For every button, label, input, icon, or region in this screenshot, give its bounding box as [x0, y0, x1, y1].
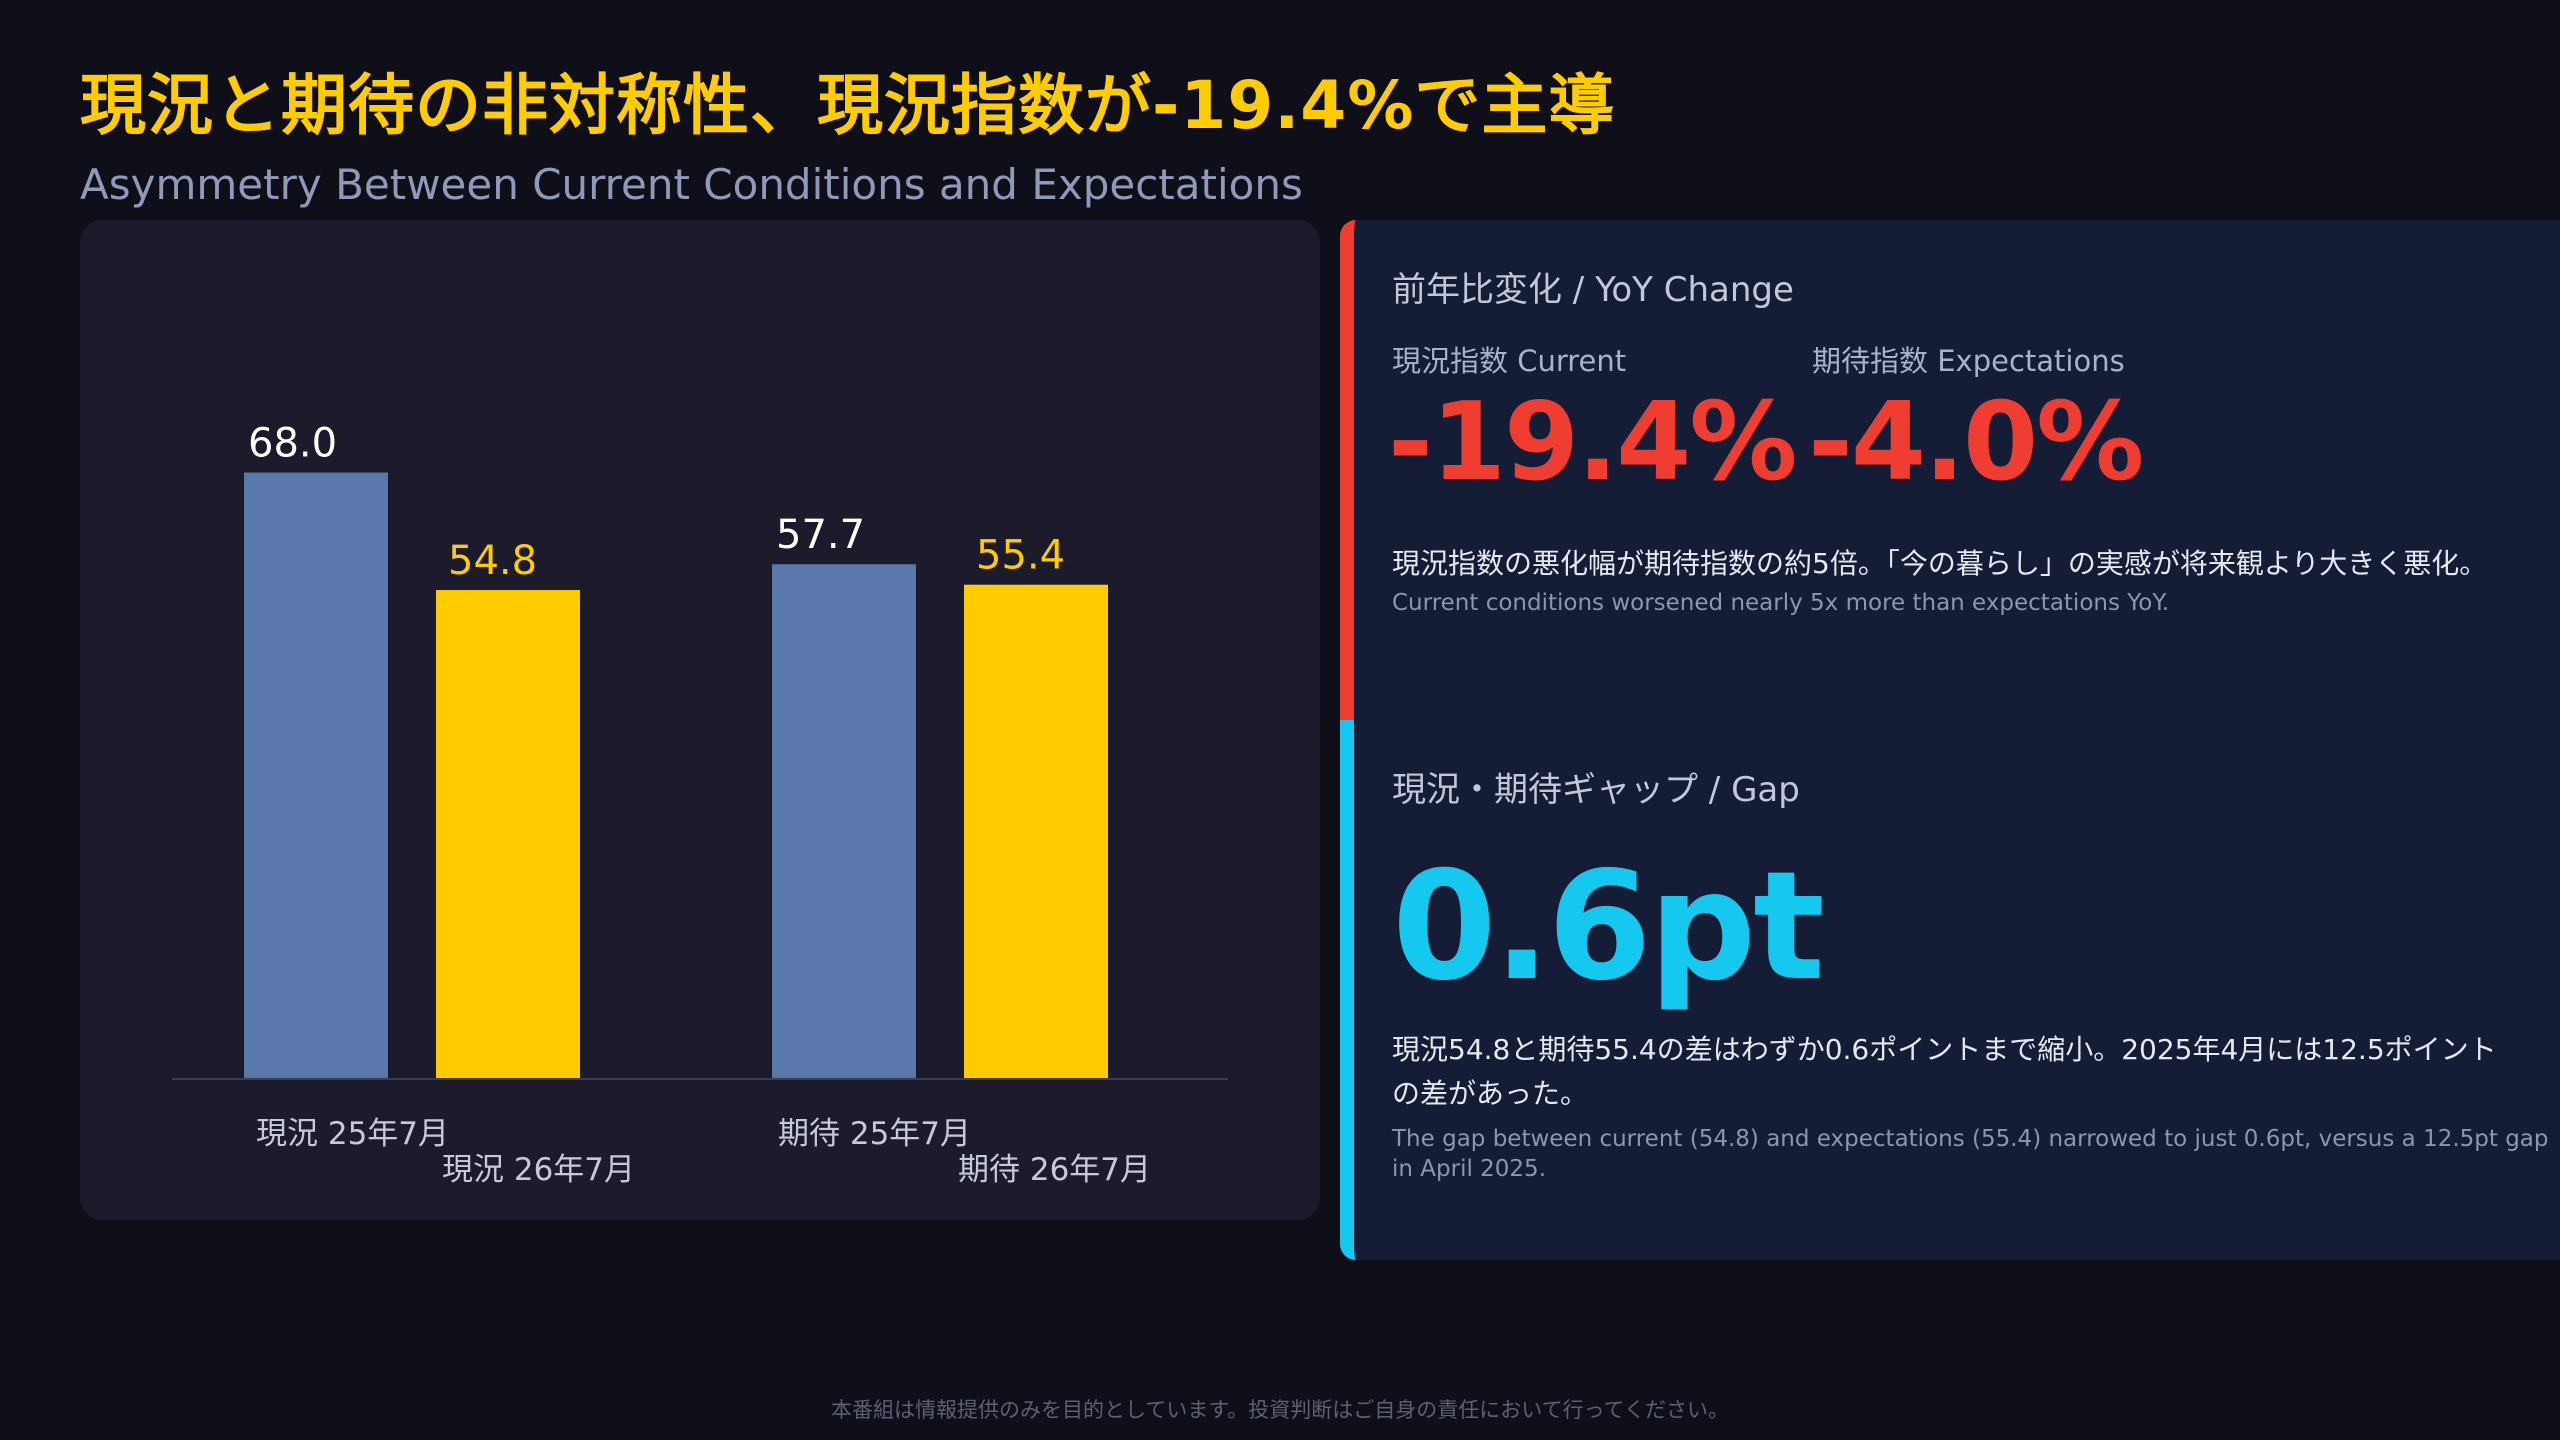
- expectations-yoy-value: -4.0%: [1808, 380, 2144, 505]
- current-yoy-value: -19.4%: [1388, 380, 1798, 505]
- bar-2: [772, 564, 916, 1078]
- bar-value-label-3: 55.4: [976, 533, 1065, 579]
- current-index-label: 現況指数 Current: [1392, 344, 1627, 378]
- bar-0: [244, 472, 388, 1078]
- page-subtitle: Asymmetry Between Current Conditions and…: [80, 160, 1303, 209]
- page-title: 現況と期待の非対称性、現況指数が-19.4%で主導: [80, 67, 1616, 144]
- x-tick-label-3: 期待 26年7月: [958, 1152, 1152, 1188]
- bar-3: [964, 584, 1108, 1078]
- x-tick-label-0: 現況 25年7月: [256, 1116, 450, 1152]
- yoy-change-card: 前年比変化 / YoY Change 現況指数 Current 期待指数 Exp…: [1340, 220, 2560, 720]
- gap-card: 現況・期待ギャップ / Gap 0.6pt 現況54.8と期待55.4の差はわず…: [1340, 720, 2560, 1260]
- bar-value-label-2: 57.7: [776, 512, 865, 558]
- yoy-description-jp: 現況指数の悪化幅が期待指数の約5倍。「今の暮らし」の実感が将来観より大きく悪化。: [1392, 547, 2488, 580]
- x-tick-label-2: 期待 25年7月: [778, 1116, 972, 1152]
- bar-value-label-0: 68.0: [248, 421, 337, 467]
- yoy-description-en: Current conditions worsened nearly 5x mo…: [1392, 590, 2170, 616]
- chart-panel: 68.0 54.8 57.7 55.4 現況 25年7月 現況 26年7月 期待 25…: [80, 220, 1320, 1220]
- gap-description-en-line1: The gap between current (54.8) and expec…: [1392, 1126, 2549, 1152]
- gap-description-en-line2: in April 2025.: [1392, 1156, 1547, 1182]
- expectations-index-label: 期待指数 Expectations: [1812, 344, 2125, 378]
- bar-1: [436, 590, 580, 1078]
- gap-value: 0.6pt: [1392, 840, 1825, 1014]
- yoy-card-heading: 前年比変化 / YoY Change: [1392, 270, 1794, 310]
- x-tick-label-1: 現況 26年7月: [442, 1152, 636, 1188]
- bar-value-label-1: 54.8: [448, 538, 537, 584]
- gap-description-jp-line2: の差があった。: [1392, 1077, 1589, 1110]
- gap-description-jp-line1: 現況54.8と期待55.4の差はわずか0.6ポイントまで縮小。2025年4月には…: [1392, 1033, 2497, 1066]
- gap-card-heading: 現況・期待ギャップ / Gap: [1392, 770, 1800, 810]
- disclaimer: 本番組は情報提供のみを目的としています。投資判断はご自身の責任において行ってくだ…: [831, 1398, 1729, 1422]
- bar-chart: 68.0 54.8 57.7 55.4: [172, 421, 1228, 1080]
